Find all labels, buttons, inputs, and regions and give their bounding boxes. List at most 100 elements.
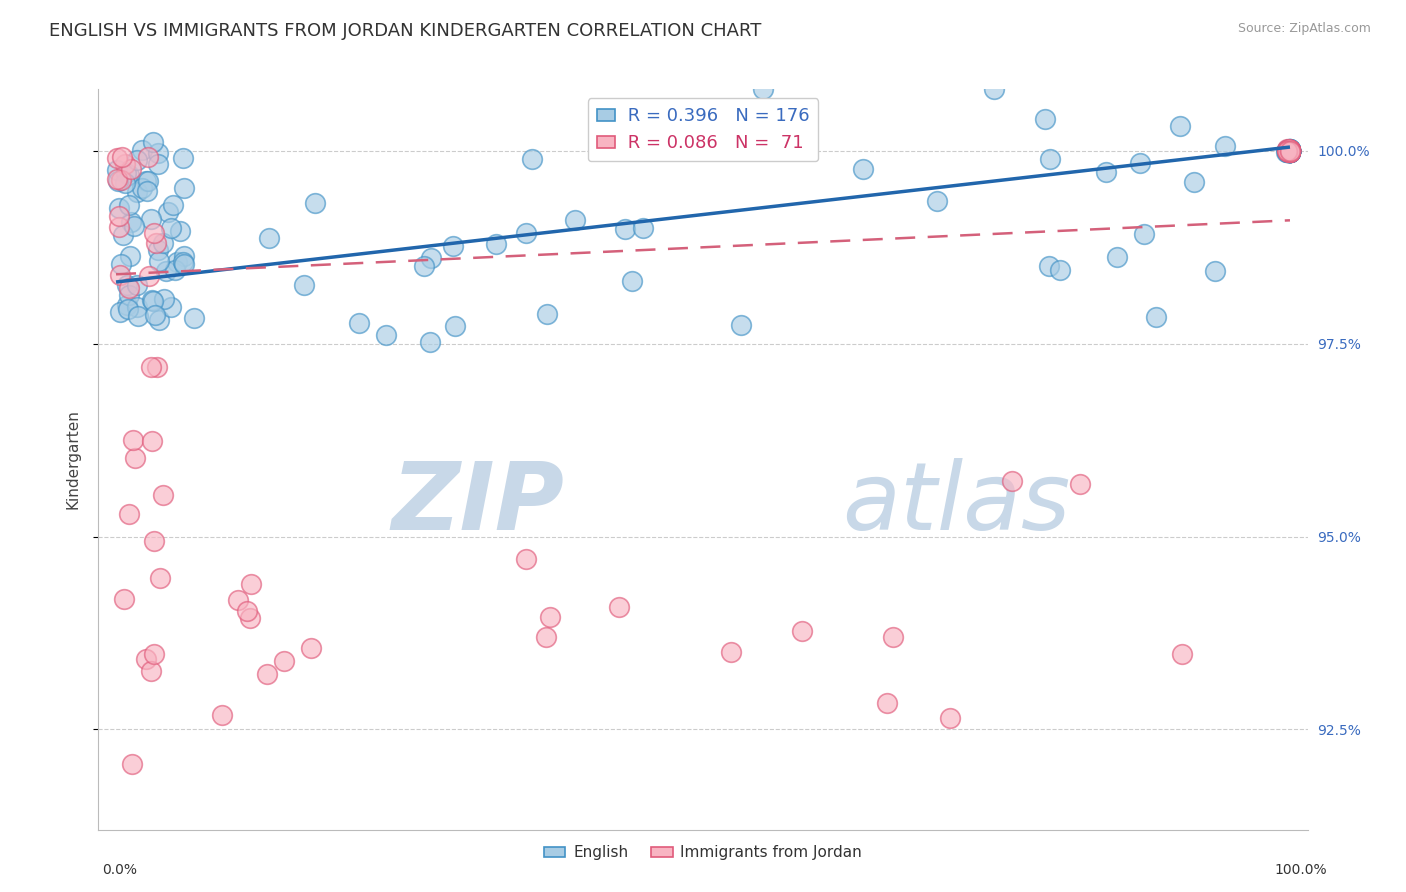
Point	[110, 257, 132, 271]
Point	[1278, 144, 1301, 158]
Point	[1278, 145, 1301, 159]
Point	[118, 288, 141, 302]
Text: ENGLISH VS IMMIGRANTS FROM JORDAN KINDERGARTEN CORRELATION CHART: ENGLISH VS IMMIGRANTS FROM JORDAN KINDER…	[49, 22, 762, 40]
Point	[1278, 144, 1301, 158]
Point	[1278, 144, 1301, 158]
Point	[1278, 144, 1301, 158]
Point	[120, 215, 142, 229]
Point	[108, 201, 131, 215]
Point	[304, 196, 326, 211]
Point	[1278, 143, 1301, 157]
Point	[148, 243, 170, 257]
Point	[1168, 119, 1191, 133]
Point	[1001, 474, 1024, 488]
Point	[114, 176, 136, 190]
Y-axis label: Kindergarten: Kindergarten	[65, 409, 80, 509]
Point	[1278, 143, 1301, 157]
Point	[118, 281, 141, 295]
Point	[273, 655, 295, 669]
Point	[1277, 144, 1299, 158]
Point	[1278, 144, 1301, 158]
Point	[1278, 144, 1301, 158]
Point	[136, 184, 159, 198]
Point	[141, 664, 163, 678]
Point	[790, 624, 813, 639]
Point	[1277, 144, 1299, 158]
Point	[485, 236, 508, 251]
Point	[1278, 144, 1301, 158]
Point	[1278, 145, 1301, 159]
Point	[1038, 260, 1060, 274]
Point	[721, 123, 744, 137]
Point	[1277, 145, 1299, 160]
Point	[1213, 138, 1236, 153]
Point	[139, 211, 162, 226]
Point	[112, 591, 135, 606]
Point	[1278, 143, 1301, 157]
Point	[1275, 144, 1298, 158]
Point	[1278, 144, 1301, 158]
Point	[1278, 143, 1301, 157]
Point	[1278, 145, 1301, 159]
Point	[118, 198, 141, 212]
Point	[146, 157, 169, 171]
Point	[1278, 145, 1301, 159]
Point	[257, 231, 280, 245]
Point	[536, 307, 558, 321]
Point	[141, 434, 163, 448]
Point	[1278, 144, 1301, 158]
Point	[1278, 144, 1301, 158]
Point	[142, 293, 165, 308]
Point	[1278, 143, 1301, 157]
Point	[1278, 144, 1301, 158]
Point	[135, 651, 157, 665]
Point	[1277, 145, 1299, 160]
Point	[1171, 648, 1194, 662]
Point	[1277, 145, 1299, 159]
Point	[1277, 144, 1299, 158]
Point	[127, 153, 149, 167]
Point	[1049, 263, 1071, 277]
Point	[148, 253, 170, 268]
Point	[1278, 145, 1301, 160]
Point	[1278, 145, 1301, 160]
Point	[145, 235, 167, 250]
Point	[1278, 144, 1301, 158]
Point	[211, 708, 233, 723]
Point	[156, 205, 179, 219]
Text: atlas: atlas	[842, 458, 1070, 549]
Point	[520, 152, 543, 166]
Point	[169, 224, 191, 238]
Point	[751, 82, 773, 96]
Point	[1275, 145, 1298, 159]
Point	[1278, 143, 1301, 157]
Point	[1278, 143, 1301, 157]
Point	[1278, 145, 1301, 159]
Point	[110, 172, 132, 186]
Point	[141, 293, 163, 307]
Point	[1278, 145, 1301, 160]
Text: ZIP: ZIP	[391, 458, 564, 549]
Point	[1278, 143, 1301, 157]
Point	[135, 173, 157, 187]
Point	[1278, 144, 1301, 158]
Point	[534, 630, 557, 644]
Point	[120, 161, 142, 176]
Point	[1278, 143, 1301, 157]
Point	[1275, 145, 1298, 159]
Point	[1278, 143, 1301, 157]
Point	[938, 710, 960, 724]
Point	[607, 599, 630, 614]
Point	[1278, 145, 1301, 160]
Point	[1275, 142, 1298, 156]
Point	[143, 308, 166, 322]
Point	[108, 305, 131, 319]
Point	[1278, 144, 1301, 158]
Point	[142, 534, 165, 549]
Point	[115, 297, 138, 311]
Point	[122, 219, 145, 233]
Point	[173, 249, 195, 263]
Point	[1278, 145, 1301, 160]
Point	[1277, 145, 1299, 159]
Point	[1278, 144, 1301, 158]
